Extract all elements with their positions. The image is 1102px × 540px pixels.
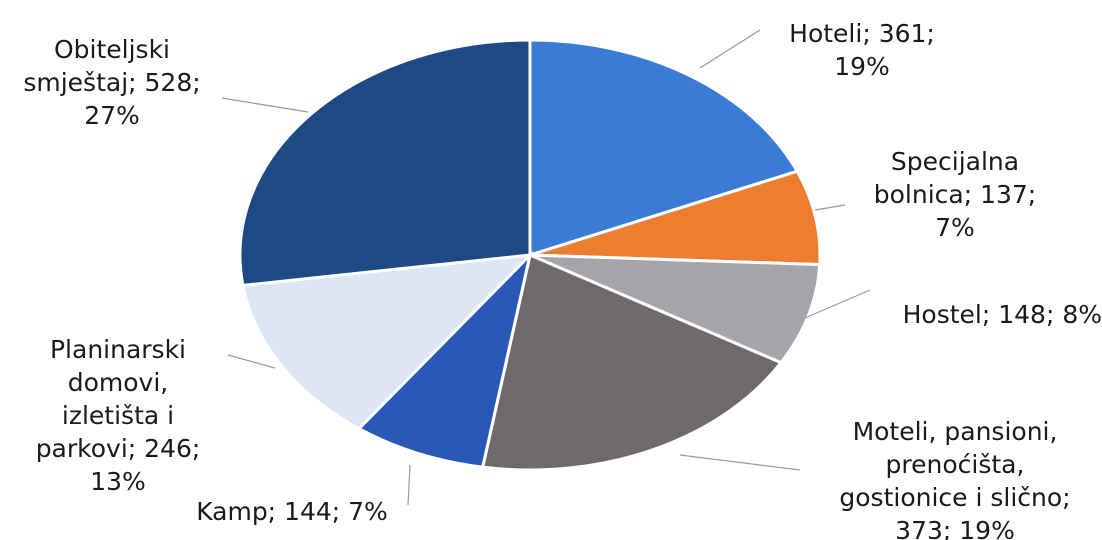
slice-label-line: bolnica; 137; — [874, 180, 1036, 209]
slice-label-line: 7% — [935, 213, 975, 242]
pie-slice-6 — [238, 38, 532, 288]
slice-label-line: 373; 19% — [895, 516, 1015, 540]
slice-label-1: Specijalna bolnica; 137; 7% — [874, 147, 1036, 242]
slice-label-line: Hoteli; 361; — [789, 19, 935, 48]
pie-slice-3 — [480, 252, 784, 472]
slice-label-0: Hoteli; 361; 19% — [789, 19, 935, 81]
leader-line-3 — [679, 454, 801, 471]
leader-line-0 — [699, 29, 761, 69]
pie-slice-0 — [528, 38, 800, 258]
leader-line-5 — [227, 354, 276, 369]
slice-label-line: izletišta i — [62, 401, 174, 430]
leader-line-2 — [804, 289, 871, 319]
slice-label-line: gostionice i slično; — [839, 483, 1070, 512]
slice-label-line: Kamp; 144; 7% — [196, 497, 388, 526]
leader-line-1 — [814, 204, 846, 211]
slice-label-line: Moteli, pansioni, — [853, 417, 1058, 446]
slice-label-line: smještaj; 528; — [23, 68, 200, 97]
slice-label-line: domovi, — [68, 368, 169, 397]
slice-label-6: Obiteljski smještaj; 528; 27% — [23, 35, 200, 130]
slice-label-4: Kamp; 144; 7% — [196, 497, 388, 526]
slice-label-3: Moteli, pansioni, prenoćišta, gostionice i… — [839, 417, 1070, 540]
pie-slice-5 — [241, 253, 535, 431]
pie-slices — [238, 38, 822, 472]
slice-label-5: Planinarski domovi, izletišta i parkovi; 24… — [36, 335, 201, 496]
pie-slice-1 — [529, 169, 822, 267]
slice-label-line: prenoćišta, — [886, 450, 1025, 479]
slice-label-line: 19% — [834, 52, 890, 81]
leader-line-6 — [221, 97, 309, 113]
slice-label-line: 27% — [84, 101, 140, 130]
slice-label-line: Specijalna — [891, 147, 1019, 176]
pie-slice-2 — [529, 253, 822, 365]
leader-line-4 — [407, 464, 411, 506]
leader-lines — [221, 29, 871, 506]
slice-labels: Hoteli; 361; 19% Specijalna bolnica; 137; 7%… — [23, 19, 1102, 540]
slice-label-line: Planinarski — [50, 335, 186, 364]
pie-slice-4 — [356, 250, 533, 469]
slice-label-line: 13% — [90, 467, 146, 496]
slice-label-line: Hostel; 148; 8% — [903, 300, 1102, 329]
slice-label-2: Hostel; 148; 8% — [903, 300, 1102, 329]
slice-label-line: Obiteljski — [54, 35, 170, 64]
slice-label-line: parkovi; 246; — [36, 434, 201, 463]
